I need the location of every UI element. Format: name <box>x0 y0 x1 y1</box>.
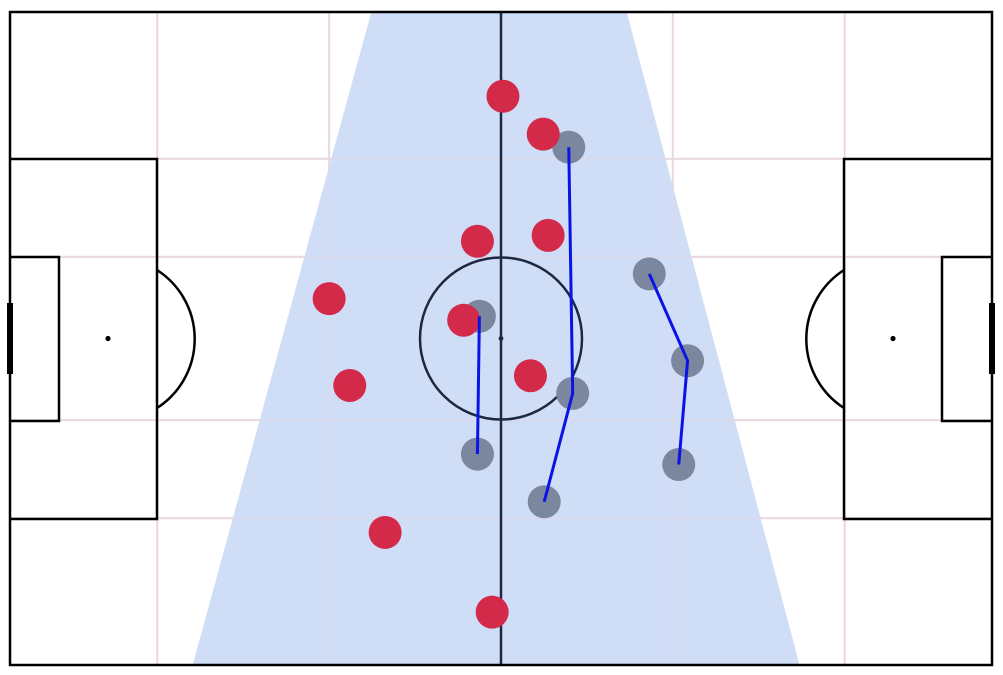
red-player-marker <box>460 224 494 258</box>
red-player-marker <box>526 117 560 151</box>
red-player-marker <box>531 218 565 252</box>
left-six-yard-box <box>10 255 61 423</box>
pass-line <box>542 147 575 503</box>
left-penalty-spot <box>105 335 111 342</box>
right-penalty-box <box>842 157 992 521</box>
red-player-marker <box>447 303 481 337</box>
pitch-boundary <box>8 10 994 667</box>
red-player-marker <box>312 282 346 316</box>
red-player-marker <box>475 595 509 629</box>
pitch-markings <box>7 10 995 667</box>
red-player-marker <box>486 79 520 113</box>
left-penalty-box <box>10 157 159 521</box>
pass-line <box>475 316 481 455</box>
red-player-marker <box>513 359 547 393</box>
left-penalty-arc <box>156 268 196 410</box>
centre-spot <box>498 336 504 341</box>
right-six-yard-box <box>940 255 992 423</box>
red-player-marker <box>368 515 402 549</box>
right-penalty-arc <box>805 268 845 410</box>
highlight-zone <box>192 12 800 665</box>
pass-lines <box>475 147 690 503</box>
right-penalty-spot <box>890 335 896 342</box>
pass-line <box>647 273 690 465</box>
centre-circle <box>418 256 584 421</box>
red-player-marker <box>333 369 367 403</box>
